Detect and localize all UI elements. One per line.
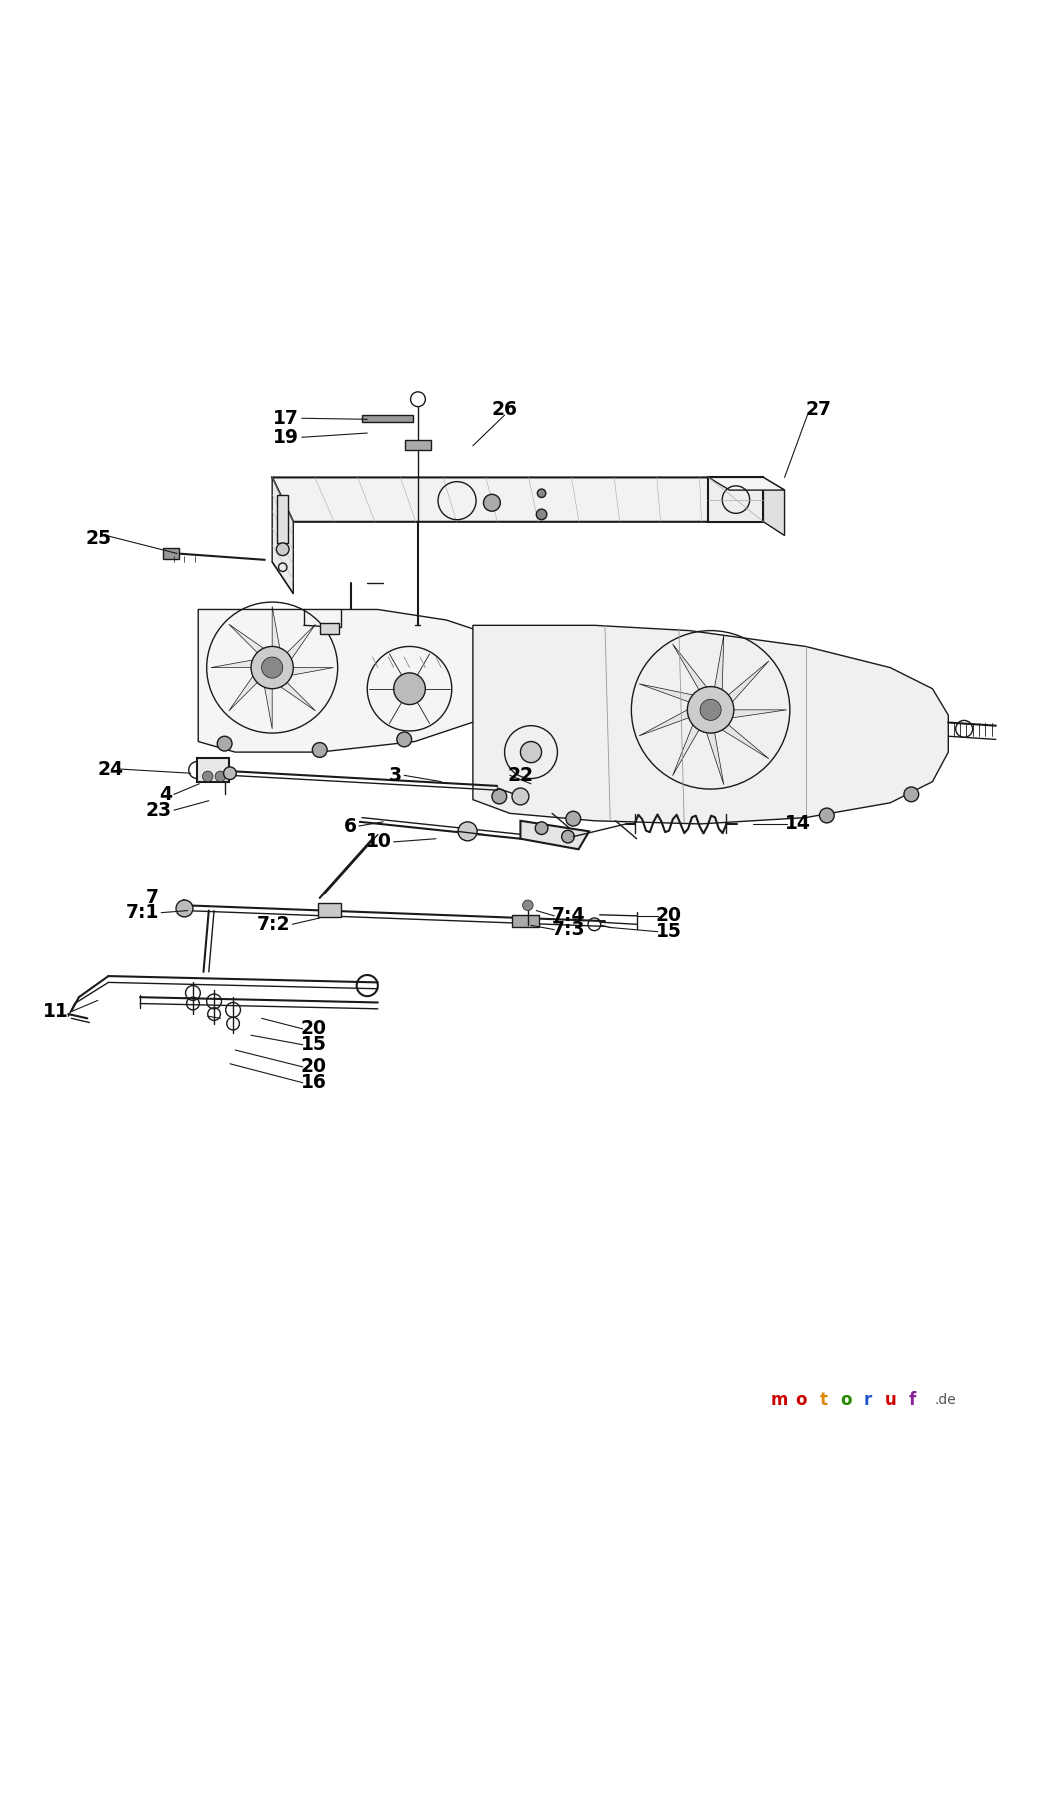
Circle shape xyxy=(251,646,293,689)
Text: 25: 25 xyxy=(85,529,112,549)
Polygon shape xyxy=(272,477,293,594)
Circle shape xyxy=(820,808,834,823)
Text: o: o xyxy=(840,1391,852,1409)
Bar xyxy=(512,914,539,927)
Polygon shape xyxy=(228,625,272,668)
Circle shape xyxy=(536,509,547,520)
Text: 15: 15 xyxy=(301,1035,327,1055)
Bar xyxy=(164,549,179,558)
Text: 20: 20 xyxy=(301,1057,327,1076)
Text: o: o xyxy=(795,1391,807,1409)
Text: 6: 6 xyxy=(344,817,357,835)
Polygon shape xyxy=(272,607,280,668)
Polygon shape xyxy=(272,668,315,711)
Circle shape xyxy=(562,830,575,842)
Bar xyxy=(198,758,228,781)
Bar xyxy=(406,441,430,450)
Circle shape xyxy=(483,495,500,511)
Text: 20: 20 xyxy=(655,907,682,925)
Circle shape xyxy=(492,788,507,805)
Circle shape xyxy=(397,733,412,747)
Text: 7:2: 7:2 xyxy=(257,914,290,934)
Circle shape xyxy=(512,788,529,805)
Polygon shape xyxy=(272,668,333,675)
Polygon shape xyxy=(211,659,272,668)
Text: 7:1: 7:1 xyxy=(125,904,159,922)
Text: m: m xyxy=(771,1391,788,1409)
Text: 24: 24 xyxy=(98,760,124,779)
Circle shape xyxy=(566,812,581,826)
Polygon shape xyxy=(710,709,769,760)
Polygon shape xyxy=(710,709,787,718)
Polygon shape xyxy=(264,668,272,729)
Text: f: f xyxy=(909,1391,917,1409)
Text: 7: 7 xyxy=(147,889,159,907)
Text: 19: 19 xyxy=(273,428,298,446)
Text: .de: .de xyxy=(935,1393,956,1406)
Text: 15: 15 xyxy=(655,922,682,941)
Polygon shape xyxy=(706,709,724,785)
Circle shape xyxy=(261,657,282,679)
Text: 3: 3 xyxy=(389,765,402,785)
Circle shape xyxy=(537,490,546,497)
Circle shape xyxy=(687,686,734,733)
Text: 22: 22 xyxy=(508,765,534,785)
Text: 14: 14 xyxy=(785,814,810,833)
Text: 20: 20 xyxy=(301,1019,327,1039)
Circle shape xyxy=(535,823,548,835)
Polygon shape xyxy=(710,635,724,709)
Text: 10: 10 xyxy=(365,832,392,851)
Text: 26: 26 xyxy=(492,400,517,419)
Circle shape xyxy=(218,736,232,751)
Circle shape xyxy=(312,743,327,758)
Polygon shape xyxy=(710,661,769,709)
Polygon shape xyxy=(199,610,536,752)
Circle shape xyxy=(458,823,477,841)
Polygon shape xyxy=(708,477,764,522)
Polygon shape xyxy=(639,709,710,736)
Circle shape xyxy=(224,767,236,779)
Polygon shape xyxy=(639,684,710,709)
Text: 11: 11 xyxy=(42,1003,68,1021)
Circle shape xyxy=(700,698,721,720)
Polygon shape xyxy=(708,477,785,490)
Polygon shape xyxy=(672,644,710,709)
Bar xyxy=(277,495,288,544)
Circle shape xyxy=(276,544,289,556)
Polygon shape xyxy=(228,668,272,711)
Circle shape xyxy=(520,742,542,763)
Circle shape xyxy=(394,673,426,704)
Text: 17: 17 xyxy=(273,409,298,428)
Circle shape xyxy=(216,770,226,781)
Polygon shape xyxy=(764,477,785,536)
Bar xyxy=(318,904,341,916)
Circle shape xyxy=(203,770,213,781)
Bar xyxy=(362,416,413,423)
Polygon shape xyxy=(672,709,710,776)
Text: t: t xyxy=(820,1391,827,1409)
Polygon shape xyxy=(272,477,742,522)
Bar xyxy=(320,623,339,634)
Circle shape xyxy=(523,900,533,911)
Text: 23: 23 xyxy=(145,801,172,819)
Polygon shape xyxy=(272,625,315,668)
Circle shape xyxy=(176,900,193,916)
Polygon shape xyxy=(473,625,948,824)
Polygon shape xyxy=(520,821,589,850)
Circle shape xyxy=(904,787,919,801)
Text: 4: 4 xyxy=(159,785,172,805)
Text: 7:3: 7:3 xyxy=(552,920,586,940)
Text: 16: 16 xyxy=(301,1073,327,1093)
Text: r: r xyxy=(863,1391,872,1409)
Text: 7:4: 7:4 xyxy=(552,907,585,925)
Text: u: u xyxy=(885,1391,896,1409)
Text: 27: 27 xyxy=(806,400,832,419)
